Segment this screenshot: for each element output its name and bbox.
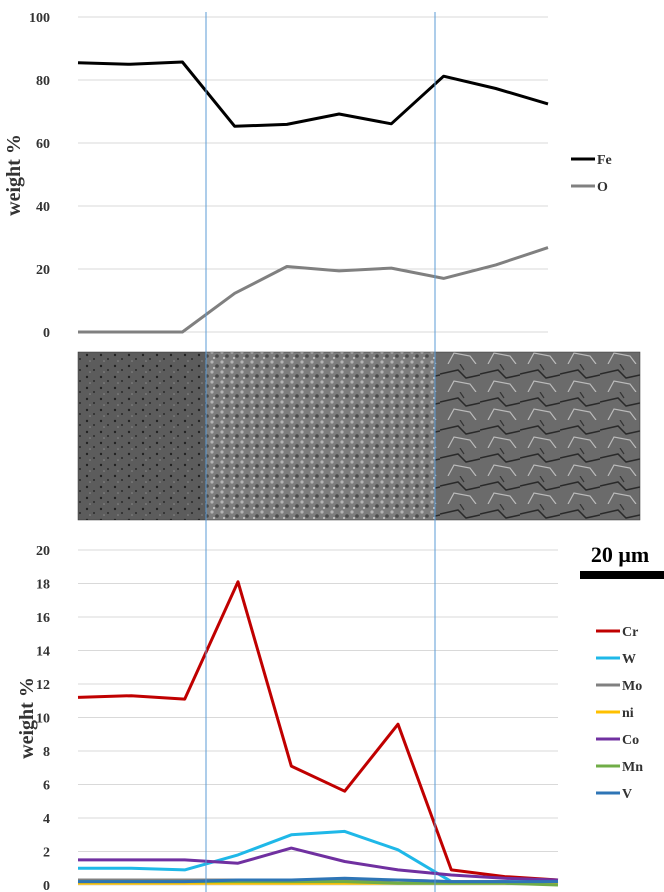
legend-label-w: W (622, 652, 636, 667)
y-tick-label: 2 (43, 846, 50, 861)
y-tick-label: 100 (29, 11, 50, 26)
bottom-chart-legend: Cr W Mo ni Co Mn V (596, 625, 643, 802)
scale-bar: 20 μm (580, 542, 664, 579)
y-tick-label: 40 (36, 200, 50, 215)
series-line-co (78, 846, 559, 882)
top-chart: 0 20 40 60 80 100 weight % Fe O (3, 11, 612, 341)
scale-bar-line (580, 571, 664, 579)
legend-label-cr: Cr (622, 625, 638, 640)
legend-label-o: O (597, 180, 608, 195)
y-tick-label: 10 (36, 712, 50, 727)
bottom-chart-grid (78, 549, 558, 886)
series-line-o (78, 246, 549, 334)
legend-label-co: Co (622, 733, 639, 748)
legend-label-mn: Mn (622, 760, 643, 775)
layer-boundaries (205, 12, 436, 892)
bottom-chart-y-axis-label: weight % (16, 677, 38, 759)
series-line-cr (77, 580, 559, 882)
bottom-chart-series (77, 580, 559, 887)
top-chart-grid (78, 16, 548, 333)
scale-bar-label: 20 μm (591, 542, 649, 567)
bottom-chart: 0 2 4 6 8 10 12 14 16 18 20 weight % Cr W Mo ni Co Mn V (16, 544, 643, 892)
y-tick-label: 6 (43, 779, 50, 794)
sem-micrograph (77, 351, 641, 521)
y-tick-label: 80 (36, 74, 50, 89)
top-chart-legend: Fe O (571, 153, 612, 195)
legend-label-fe: Fe (597, 153, 612, 168)
y-tick-label: 12 (36, 678, 50, 693)
y-tick-label: 14 (36, 645, 50, 660)
series-line-v (78, 876, 558, 884)
y-tick-label: 0 (43, 879, 50, 892)
y-tick-label: 4 (43, 812, 50, 827)
micrograph-region-inner-layer (206, 352, 435, 520)
top-chart-y-ticks: 0 20 40 60 80 100 (29, 11, 50, 341)
series-line-fe (77, 60, 549, 128)
micrograph-frame (77, 351, 641, 521)
y-tick-label: 20 (36, 263, 50, 278)
micrograph-region-outer-layer (435, 352, 640, 520)
top-chart-y-axis-label: weight % (3, 134, 25, 216)
y-tick-label: 16 (36, 611, 50, 626)
legend-label-mo: Mo (622, 679, 642, 694)
top-chart-series (77, 60, 549, 334)
y-tick-label: 60 (36, 137, 50, 152)
micrograph-region-substrate (78, 352, 206, 520)
y-tick-label: 8 (43, 745, 50, 760)
bottom-chart-y-ticks: 0 2 4 6 8 10 12 14 16 18 20 (36, 544, 50, 892)
legend-label-v: V (622, 787, 632, 802)
y-tick-label: 18 (36, 578, 50, 593)
legend-label-ni: ni (622, 706, 634, 721)
y-tick-label: 0 (43, 326, 50, 341)
y-tick-label: 20 (36, 544, 50, 559)
